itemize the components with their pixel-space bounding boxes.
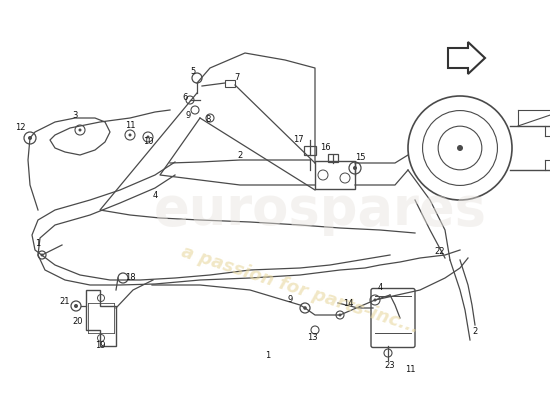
Text: 15: 15 xyxy=(355,154,365,162)
Circle shape xyxy=(74,304,78,308)
Text: 2: 2 xyxy=(238,150,243,160)
Text: 14: 14 xyxy=(343,298,353,308)
Text: 4: 4 xyxy=(377,284,383,292)
Text: 6: 6 xyxy=(182,94,188,102)
Circle shape xyxy=(79,128,81,132)
Text: 11: 11 xyxy=(125,120,135,130)
Text: 1: 1 xyxy=(35,238,41,248)
Circle shape xyxy=(28,136,32,140)
Text: 13: 13 xyxy=(307,334,317,342)
Circle shape xyxy=(338,314,342,316)
Text: 3: 3 xyxy=(72,110,78,120)
Text: 1: 1 xyxy=(265,350,271,360)
Circle shape xyxy=(129,134,131,136)
Text: 18: 18 xyxy=(125,274,135,282)
Text: 22: 22 xyxy=(434,248,446,256)
Circle shape xyxy=(373,298,377,302)
Circle shape xyxy=(457,145,463,151)
Text: 17: 17 xyxy=(293,136,303,144)
Text: 21: 21 xyxy=(60,298,70,306)
Text: 2: 2 xyxy=(472,328,477,336)
Text: 20: 20 xyxy=(73,318,83,326)
Text: 11: 11 xyxy=(405,366,415,374)
Text: 8: 8 xyxy=(205,116,211,124)
Circle shape xyxy=(146,136,150,138)
Text: 19: 19 xyxy=(95,340,105,350)
Text: 16: 16 xyxy=(320,144,331,152)
Text: 9: 9 xyxy=(185,110,191,120)
Text: 7: 7 xyxy=(234,74,240,82)
Text: a passion for parts-inc...: a passion for parts-inc... xyxy=(179,243,421,337)
Text: 9: 9 xyxy=(287,294,293,304)
Circle shape xyxy=(41,254,43,256)
Text: 5: 5 xyxy=(190,68,196,76)
Text: 12: 12 xyxy=(15,124,25,132)
Text: 23: 23 xyxy=(384,360,395,370)
Circle shape xyxy=(303,306,307,310)
Text: 4: 4 xyxy=(152,190,158,200)
Text: 10: 10 xyxy=(143,138,153,146)
Text: eurospares: eurospares xyxy=(153,184,487,236)
Circle shape xyxy=(353,166,357,170)
